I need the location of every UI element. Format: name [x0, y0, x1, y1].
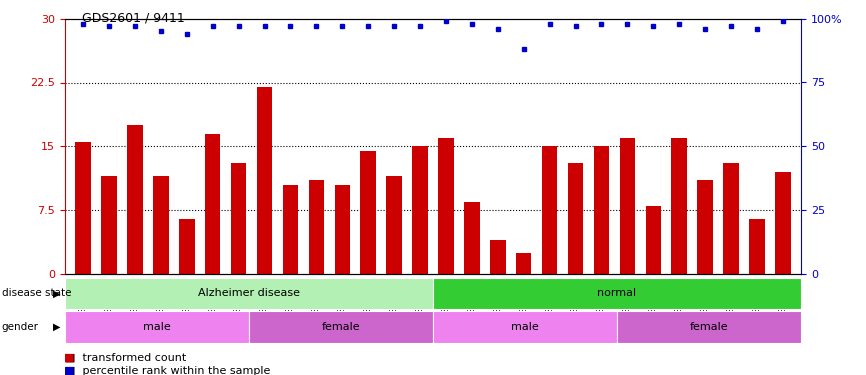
- Bar: [282, 184, 298, 274]
- Text: ■: ■: [64, 366, 74, 375]
- Bar: [433, 311, 617, 343]
- Text: normal: normal: [598, 288, 637, 298]
- Bar: [231, 163, 247, 274]
- Bar: [101, 176, 117, 274]
- Bar: [127, 125, 143, 274]
- Bar: [697, 180, 713, 274]
- Text: ▶: ▶: [53, 322, 61, 332]
- Text: gender: gender: [2, 322, 39, 332]
- Bar: [256, 87, 272, 274]
- Text: female: female: [689, 322, 728, 332]
- Bar: [671, 138, 687, 274]
- Bar: [438, 138, 454, 274]
- Text: ■  percentile rank within the sample: ■ percentile rank within the sample: [65, 366, 270, 375]
- Bar: [179, 219, 195, 274]
- Bar: [594, 146, 610, 274]
- Bar: [516, 252, 532, 274]
- Bar: [360, 150, 376, 274]
- Bar: [617, 311, 801, 343]
- Bar: [334, 184, 350, 274]
- Bar: [490, 240, 506, 274]
- Bar: [249, 311, 433, 343]
- Bar: [75, 142, 91, 274]
- Bar: [645, 206, 661, 274]
- Bar: [723, 163, 739, 274]
- Bar: [568, 163, 584, 274]
- Bar: [749, 219, 765, 274]
- Bar: [65, 311, 249, 343]
- Text: disease state: disease state: [2, 288, 71, 298]
- Bar: [464, 201, 480, 274]
- Bar: [775, 172, 791, 274]
- Text: ▶: ▶: [53, 288, 61, 298]
- Bar: [153, 176, 169, 274]
- Text: Alzheimer disease: Alzheimer disease: [198, 288, 300, 298]
- Bar: [412, 146, 428, 274]
- Text: male: male: [143, 322, 171, 332]
- Text: ■  transformed count: ■ transformed count: [65, 353, 186, 363]
- Bar: [433, 278, 801, 309]
- Bar: [205, 134, 221, 274]
- Bar: [542, 146, 558, 274]
- Text: ■: ■: [64, 353, 74, 363]
- Bar: [308, 180, 324, 274]
- Text: GDS2601 / 9411: GDS2601 / 9411: [82, 11, 185, 24]
- Text: male: male: [511, 322, 539, 332]
- Bar: [619, 138, 635, 274]
- Text: female: female: [321, 322, 360, 332]
- Bar: [65, 278, 433, 309]
- Bar: [386, 176, 402, 274]
